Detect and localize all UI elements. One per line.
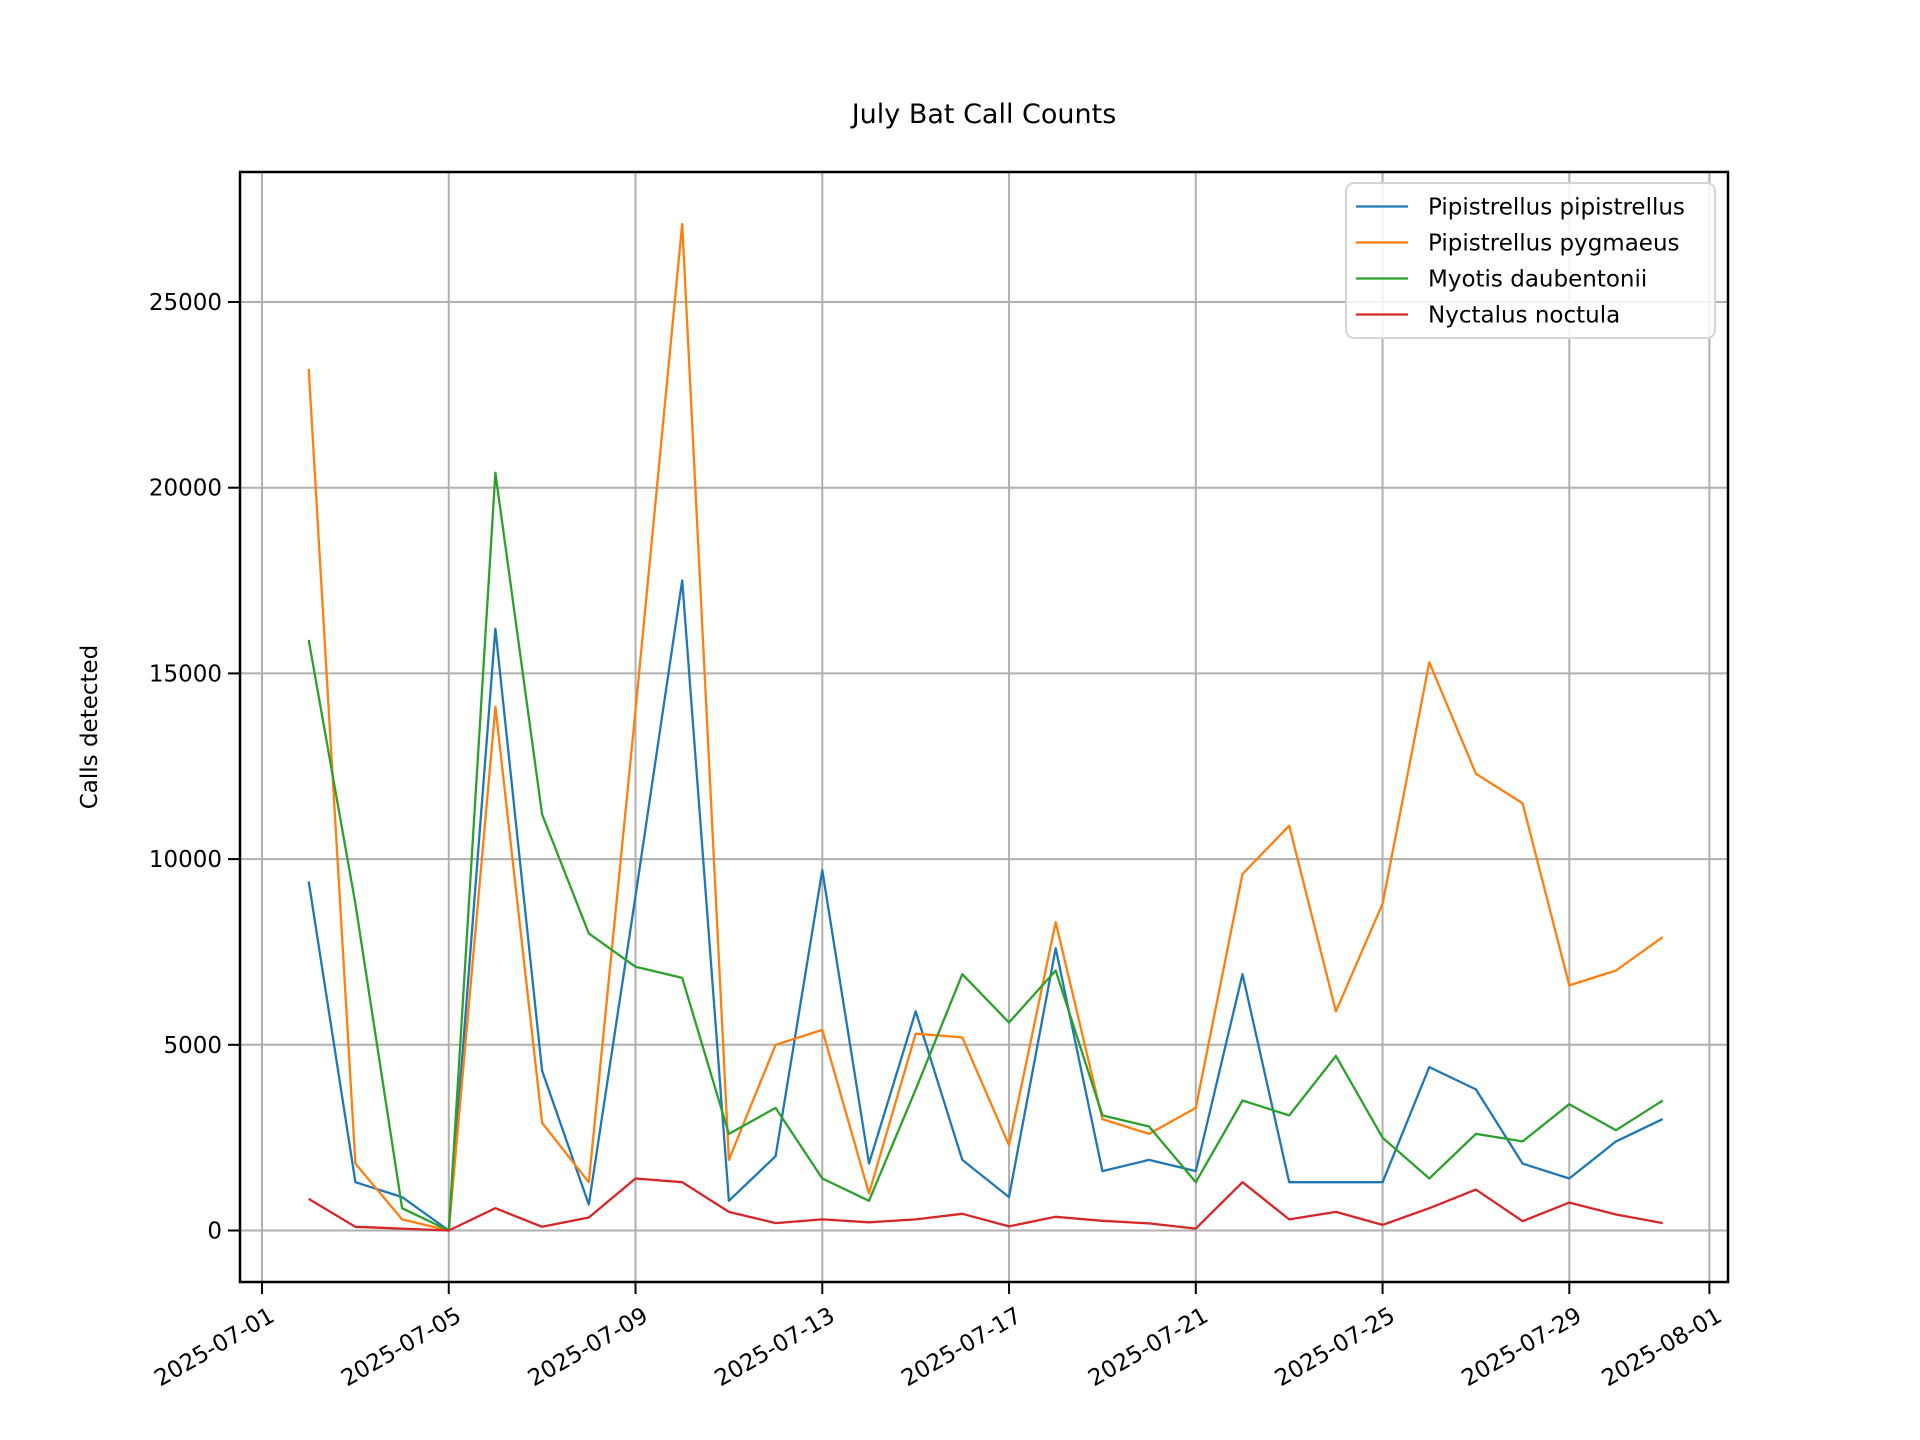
legend-label-myotis-daubentonii: Myotis daubentonii [1428,267,1647,293]
plot-area: 2025-07-01 2025-07-05 2025-07-09 2025-07-13… [149,170,1730,1392]
legend-box [1345,182,1716,339]
y-tick-label: 5000 [163,1033,222,1059]
plot-border [238,170,1730,1284]
chart-title: July Bat Call Counts [850,99,1117,130]
series-line-nyctalus-noctula [308,1177,1663,1232]
y-tick-label: 20000 [149,476,222,502]
legend-label-pipistrellus-pygmaeus: Pipistrellus pygmaeus [1428,231,1680,257]
y-tick-label: 15000 [149,661,222,687]
y-tick-label: 10000 [149,847,222,873]
x-tick-label: 2025-08-01 [1598,1303,1727,1392]
y-tick-label: 25000 [149,290,222,316]
legend-label-nyctalus-noctula: Nyctalus noctula [1428,303,1620,329]
series-line-myotis-daubentonii [307,471,1664,1232]
series-line-pipistrellus-pipistrellus [307,579,1664,1232]
y-tick-label: 0 [207,1219,222,1245]
x-tick-label: 2025-07-25 [1271,1303,1400,1392]
legend-label-pipistrellus-pipistrellus: Pipistrellus pipistrellus [1428,195,1685,221]
x-tick-label: 2025-07-29 [1458,1303,1587,1392]
x-tick-label: 2025-07-17 [897,1303,1026,1392]
x-tick-label: 2025-07-13 [711,1303,840,1392]
x-tick-label: 2025-07-01 [150,1303,279,1392]
x-tick-label: 2025-07-21 [1084,1303,1213,1392]
x-tick-label: 2025-07-05 [337,1303,466,1392]
x-tick-label: 2025-07-09 [524,1303,653,1392]
series-line-pipistrellus-pygmaeus [307,222,1664,1232]
y-axis-label: Calls detected [77,645,103,810]
